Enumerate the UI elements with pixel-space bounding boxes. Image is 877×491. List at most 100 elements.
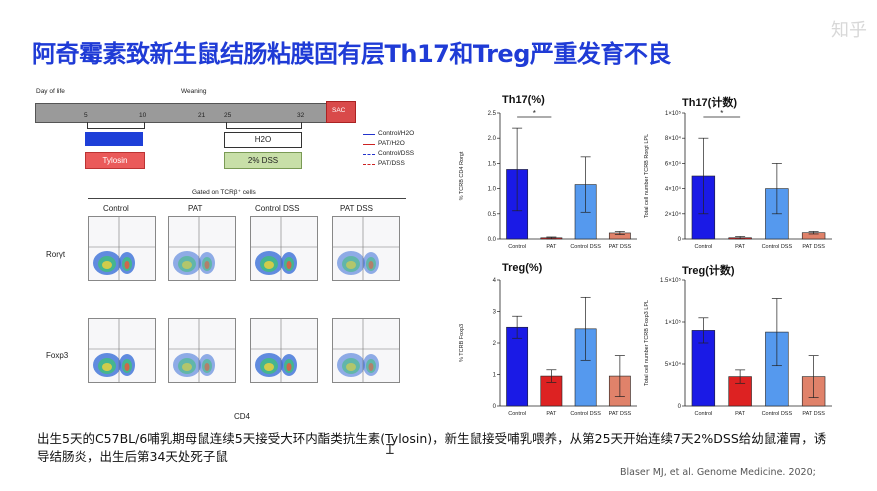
flow-plot xyxy=(88,216,156,281)
flow-plot xyxy=(332,318,400,383)
flow-plot xyxy=(250,216,318,281)
treg-count-chart: Total cell number TCRB Foxp3 LPL 0 5×10⁴ 1×… xyxy=(644,277,832,417)
th17-percent-chart: % TCRB CD4 Rorgt 0.0 0.5 1.0 1.5 2.0 2.5 Contro… xyxy=(459,109,637,250)
tick-label: 10 xyxy=(139,112,147,119)
flow-column-label: PAT xyxy=(188,204,203,213)
y-tick-label: 1 xyxy=(493,373,497,379)
legend-item: Control/DSS xyxy=(363,150,433,160)
slide-caption: 出生5天的C57BL/6哺乳期母鼠连续5天接受大环内酯类抗生素(Tylosin)… xyxy=(37,431,827,464)
y-axis-label: % TCRB CD4 Rorgt xyxy=(459,151,465,200)
y-axis-label: Total cell number TCRB Rorgt LPL xyxy=(644,134,650,218)
y-axis-label: Total cell number TCRB Foxp3 LPL xyxy=(644,300,650,386)
tylosin-span xyxy=(87,122,145,129)
x-tick-label: Control DSS xyxy=(570,244,601,250)
chart-title: Th17(计数) xyxy=(682,97,737,109)
flow-column-label: Control DSS xyxy=(255,204,300,213)
y-axis-label: % TCRB Foxp3 xyxy=(459,324,465,362)
x-tick-label: Control xyxy=(695,244,713,250)
x-tick-label: Control DSS xyxy=(762,244,793,250)
flow-density-blob xyxy=(102,261,112,269)
y-tick-label: 1.5 xyxy=(488,161,497,167)
significance-label: * xyxy=(533,109,536,118)
y-tick-label: 0 xyxy=(678,404,682,410)
citation: Blaser MJ, et al. Genome Medicine. 2020; xyxy=(620,467,816,478)
flow-density-blob xyxy=(124,261,130,269)
flow-density-blob xyxy=(346,363,356,371)
flow-plot xyxy=(250,318,318,383)
tylosin-box: Tylosin xyxy=(85,152,145,169)
y-tick-label: 2.0 xyxy=(488,136,497,142)
y-tick-label: 3 xyxy=(493,310,497,316)
x-tick-label: Control xyxy=(508,244,526,250)
gate-label: Gated on TCRβ⁺ cells xyxy=(192,189,256,196)
tick-label: 32 xyxy=(297,112,305,119)
x-tick-label: PAT xyxy=(735,244,746,250)
control-box xyxy=(85,132,143,146)
x-tick-label: PAT xyxy=(546,411,557,417)
flow-density-blob xyxy=(182,261,192,269)
significance-label: * xyxy=(720,109,723,118)
flow-density-blob xyxy=(286,363,292,371)
y-tick-label: 1×10⁵ xyxy=(665,110,682,117)
tick-label: 25 xyxy=(224,112,232,119)
dss-box: 2% DSS xyxy=(224,152,302,169)
tick-label: 21 xyxy=(198,112,206,119)
y-tick-label: 4×10⁴ xyxy=(665,186,682,193)
flow-density-blob xyxy=(368,363,374,371)
y-tick-label: 1×10⁵ xyxy=(665,319,682,326)
slide-title: 阿奇霉素致新生鼠结肠粘膜固有层Th17和Treg严重发育不良 xyxy=(32,40,671,68)
flow-density-blob xyxy=(368,261,374,269)
flow-plot xyxy=(168,318,236,383)
tick-label: 5 xyxy=(84,112,88,119)
flow-density-blob xyxy=(264,261,274,269)
flow-column-label: PAT DSS xyxy=(340,204,373,213)
y-tick-label: 0.5 xyxy=(488,212,497,218)
watermark: 知乎 xyxy=(831,20,867,41)
h2o-box: H2O xyxy=(224,132,302,148)
legend-item: PAT/DSS xyxy=(363,160,433,170)
flow-plot xyxy=(332,216,400,281)
y-tick-label: 8×10⁴ xyxy=(665,135,682,142)
y-tick-label: 1.0 xyxy=(488,187,497,193)
dss-span xyxy=(226,122,302,129)
weaning-label: Weaning xyxy=(181,88,207,95)
y-tick-label: 6×10⁴ xyxy=(665,160,682,167)
x-tick-label: PAT DSS xyxy=(802,411,825,417)
legend-item: Control/H2O xyxy=(363,130,433,140)
legend-item: PAT/H2O xyxy=(363,140,433,150)
flow-panel: Gated on TCRβ⁺ cells Control PAT Control… xyxy=(40,188,420,423)
sac-label: SAC xyxy=(332,107,346,114)
flow-column-label: Control xyxy=(103,204,129,213)
sac-box xyxy=(326,101,356,123)
flow-row-label: Foxp3 xyxy=(46,351,69,360)
y-tick-label: 5×10⁴ xyxy=(665,361,682,368)
flow-x-axis-label: CD4 xyxy=(234,412,251,421)
text-cursor-icon: Ɪ xyxy=(386,442,394,458)
y-tick-label: 2 xyxy=(493,341,497,347)
flow-density-blob xyxy=(204,363,210,371)
timeline-bar xyxy=(35,103,327,123)
x-tick-label: PAT xyxy=(546,244,557,250)
chart-title: Treg(计数) xyxy=(682,265,735,277)
th17-count-chart: Total cell number TCRB Rorgt LPL 0 2×10⁴ 4×… xyxy=(644,109,832,250)
flow-density-blob xyxy=(124,363,130,371)
flow-plot xyxy=(88,318,156,383)
y-tick-label: 0.0 xyxy=(488,237,497,243)
x-tick-label: Control xyxy=(508,411,526,417)
gate-line xyxy=(88,198,406,199)
flow-density-blob xyxy=(264,363,274,371)
flow-row-label: Rorγt xyxy=(46,250,66,259)
x-tick-label: PAT DSS xyxy=(609,411,632,417)
y-tick-label: 4 xyxy=(493,278,497,284)
timeline-panel: Day of life Weaning SAC 5 10 21 25 32 Ty… xyxy=(33,86,433,186)
bar xyxy=(506,326,529,407)
flow-density-blob xyxy=(286,261,292,269)
y-tick-label: 2.5 xyxy=(488,111,497,117)
y-tick-label: 0 xyxy=(493,404,497,410)
flow-plot xyxy=(168,216,236,281)
flow-density-blob xyxy=(346,261,356,269)
chart-title: Treg(%) xyxy=(502,262,543,274)
x-tick-label: PAT DSS xyxy=(609,244,632,250)
x-tick-label: Control DSS xyxy=(762,411,793,417)
x-tick-label: PAT DSS xyxy=(802,244,825,250)
